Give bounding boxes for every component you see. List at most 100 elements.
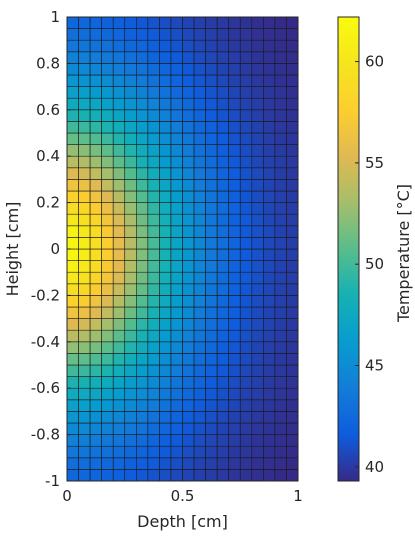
heatmap-cell — [159, 86, 172, 99]
heatmap-cell — [263, 155, 276, 169]
heatmap-cell — [101, 271, 114, 285]
y-tick-label: 1 — [50, 8, 60, 26]
heatmap-cell — [159, 28, 172, 41]
heatmap-cell — [159, 155, 172, 169]
heatmap-cell — [263, 28, 276, 41]
heatmap-cell — [216, 225, 229, 238]
heatmap-cell — [286, 364, 299, 377]
heatmap-cell — [159, 295, 172, 308]
heatmap-cell — [78, 225, 91, 238]
heatmap-cell — [193, 51, 206, 64]
heatmap-cell — [228, 329, 241, 343]
heatmap-cell — [182, 422, 195, 435]
heatmap-cell — [286, 190, 299, 203]
heatmap-cell — [216, 144, 229, 157]
heatmap-cell — [66, 16, 79, 29]
heatmap-cell — [216, 121, 229, 134]
heatmap-cell — [205, 318, 218, 331]
heatmap-cell — [66, 97, 79, 111]
heatmap-cell — [263, 457, 276, 470]
heatmap-cell — [205, 329, 218, 343]
heatmap-cell — [251, 283, 264, 296]
heatmap-cell — [263, 97, 276, 111]
heatmap-cell — [101, 109, 114, 122]
heatmap-cell — [136, 457, 149, 470]
heatmap-cell — [239, 237, 253, 250]
heatmap-cell — [205, 155, 218, 169]
colorbar-tick-label: 50 — [365, 255, 384, 273]
heatmap-cell — [101, 179, 114, 192]
heatmap-cell — [228, 469, 241, 482]
heatmap-cell — [216, 63, 229, 76]
heatmap-cell — [193, 39, 206, 53]
heatmap-cell — [193, 271, 206, 285]
heatmap-cell — [239, 364, 253, 377]
heatmap-cell — [239, 225, 253, 238]
heatmap-cell — [228, 202, 241, 215]
heatmap-cell — [251, 306, 264, 319]
heatmap-cell — [170, 318, 183, 331]
heatmap-cell — [263, 213, 276, 227]
heatmap-cell — [193, 306, 206, 319]
heatmap-cell — [170, 74, 183, 87]
heatmap-cell — [112, 411, 126, 424]
heatmap-cell — [66, 86, 79, 99]
heatmap-cell — [239, 399, 253, 412]
heatmap-cell — [263, 329, 276, 343]
heatmap-cell — [170, 39, 183, 53]
heatmap-cell — [147, 434, 160, 447]
heatmap-cell — [216, 306, 229, 319]
heatmap-cell — [193, 132, 206, 145]
heatmap-cell — [193, 109, 206, 122]
heatmap-cell — [205, 121, 218, 134]
heatmap-cell — [136, 271, 149, 285]
heatmap-cell — [136, 202, 149, 215]
heatmap-cell — [239, 121, 253, 134]
heatmap-cell — [182, 109, 195, 122]
heatmap-cell — [182, 155, 195, 169]
heatmap-cell — [66, 457, 79, 470]
heatmap-cell — [286, 283, 299, 296]
heatmap-cell — [274, 74, 287, 87]
y-axis-ticks: 1 0.8 0.6 0.4 0.2 0 -0.2 -0.4 -0.6 -0.8 -1 — [31, 8, 71, 490]
heatmap-cell — [216, 318, 229, 331]
y-tick-label: -0.6 — [31, 379, 60, 397]
heatmap-cell — [251, 155, 264, 169]
heatmap-cell — [66, 63, 79, 76]
heatmap-cell — [136, 190, 149, 203]
heatmap-cell — [251, 121, 264, 134]
heatmap-cell — [78, 445, 91, 459]
heatmap-cell — [251, 132, 264, 145]
heatmap-cell — [147, 306, 160, 319]
heatmap-cell — [263, 167, 276, 180]
heatmap-cell — [124, 248, 137, 261]
heatmap-cell — [182, 179, 195, 192]
heatmap-cell — [78, 248, 91, 261]
heatmap-cell — [251, 387, 264, 401]
heatmap-cell — [78, 306, 91, 319]
heatmap-cell — [170, 411, 183, 424]
heatmap-cell — [263, 283, 276, 296]
heatmap-cell — [101, 318, 114, 331]
heatmap-cell — [228, 248, 241, 261]
heatmap-cell — [205, 86, 218, 99]
heatmap-cell — [66, 237, 79, 250]
heatmap-cell — [136, 132, 149, 145]
heatmap-cell — [286, 469, 299, 482]
heatmap-cell — [136, 16, 149, 29]
heatmap-cell — [66, 155, 79, 169]
heatmap-cell — [101, 399, 114, 412]
heatmap-cell — [66, 225, 79, 238]
heatmap-cell — [89, 16, 102, 29]
heatmap-cell — [136, 39, 149, 53]
heatmap-cell — [124, 109, 137, 122]
heatmap-cell — [205, 202, 218, 215]
heatmap-cell — [101, 248, 114, 261]
heatmap-cell — [251, 399, 264, 412]
heatmap-cell — [228, 237, 241, 250]
heatmap-cell — [147, 144, 160, 157]
heatmap-cell — [78, 39, 91, 53]
x-tick-label: 0.5 — [171, 487, 195, 505]
heatmap-cell — [78, 399, 91, 412]
y-tick-label: -0.4 — [31, 333, 60, 351]
